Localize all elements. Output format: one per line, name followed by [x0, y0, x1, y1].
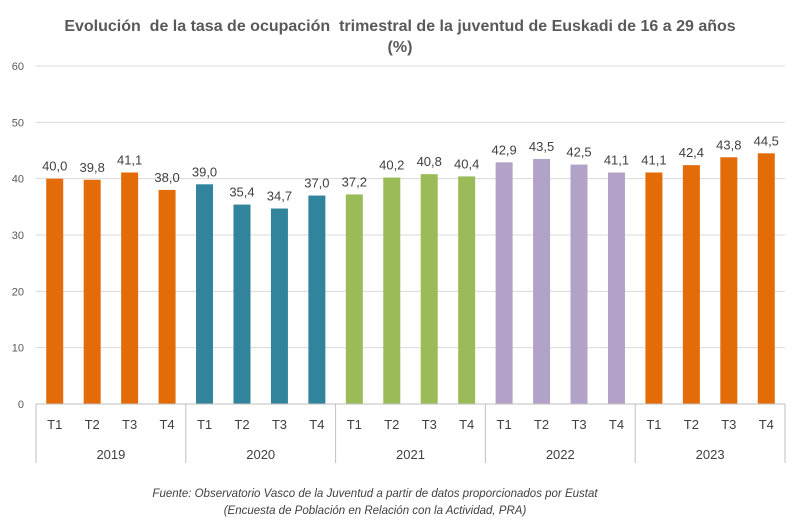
y-tick-label: 10: [12, 343, 24, 355]
bar-2023-T2: [682, 165, 700, 404]
y-tick-label: 50: [12, 117, 24, 129]
quarter-label: T2: [85, 417, 100, 432]
bar-2021-T4: [458, 176, 476, 404]
quarter-label: T2: [234, 417, 249, 432]
data-label: 42,5: [566, 145, 591, 160]
quarter-label: T4: [609, 417, 624, 432]
data-label: 41,1: [604, 152, 629, 167]
bar-2020-T4: [308, 195, 326, 404]
data-label: 34,7: [267, 189, 292, 204]
chart-title-line-2: (%): [387, 39, 413, 56]
quarter-label: T3: [272, 417, 287, 432]
bar-2020-T1: [196, 184, 214, 404]
year-label: 2019: [96, 447, 125, 462]
data-label: 38,0: [154, 170, 179, 185]
data-label: 43,5: [529, 139, 554, 154]
bar-2022-T1: [495, 162, 513, 404]
bar-2023-T4: [757, 153, 775, 404]
quarter-label: T3: [571, 417, 586, 432]
bar-2022-T4: [607, 172, 625, 404]
bars: [46, 153, 775, 404]
y-tick-label: 40: [12, 174, 24, 186]
data-label: 42,9: [491, 142, 516, 157]
data-labels: 40,0 39,8 41,1 38,0 39,0 35,4 34,7 37,0 37,2 40,2…: [42, 133, 779, 203]
data-label: 37,0: [304, 176, 329, 191]
y-tick-label: 0: [18, 399, 24, 411]
bar-2019-T4: [158, 189, 176, 404]
bar-chart: 0 10 20 30 40 50 60 40,0 39,8 41,1 38,0 39,0 35,4 34…: [12, 61, 786, 463]
quarter-label: T2: [684, 417, 699, 432]
quarter-label: T2: [534, 417, 549, 432]
data-label: 40,8: [417, 154, 442, 169]
data-label: 39,0: [192, 164, 217, 179]
quarter-label: T4: [459, 417, 474, 432]
bar-2020-T2: [233, 204, 251, 404]
quarter-label: T4: [309, 417, 324, 432]
quarter-label: T4: [159, 417, 174, 432]
source-line-1: Fuente: Observatorio Vasco de la Juventu…: [152, 488, 598, 500]
bar-2023-T3: [720, 157, 738, 404]
chart-title-line-1: Evolución de la tasa de ocupación trimes…: [64, 18, 736, 35]
bar-2022-T2: [533, 158, 551, 404]
data-label: 37,2: [342, 174, 367, 189]
year-label: 2022: [546, 447, 575, 462]
gridlines: [36, 65, 785, 349]
bar-2019-T2: [83, 179, 101, 404]
y-tick-label: 30: [12, 230, 24, 242]
bar-2020-T3: [270, 208, 288, 404]
quarter-label: T3: [122, 417, 137, 432]
source-line-2: (Encuesta de Población en Relación con l…: [223, 505, 527, 517]
data-label: 40,2: [379, 158, 404, 173]
quarter-label: T4: [759, 417, 774, 432]
bar-2019-T1: [46, 178, 64, 404]
x-axis: T1 T2 T3 T4 2019 T1 T2 T3 T4 2020 T1 T2 T3 T4 2021 T1 T2…: [35, 403, 786, 463]
data-label: 41,1: [641, 152, 666, 167]
data-label: 40,4: [454, 156, 479, 171]
quarter-label: T3: [721, 417, 736, 432]
year-label: 2023: [696, 447, 725, 462]
bar-2023-T1: [645, 172, 663, 404]
quarter-label: T1: [197, 417, 212, 432]
y-tick-label: 60: [12, 61, 24, 73]
quarter-label: T1: [47, 417, 62, 432]
bar-2019-T3: [121, 172, 139, 404]
y-axis-ticks: 0 10 20 30 40 50 60: [12, 61, 24, 411]
data-label: 43,8: [716, 137, 741, 152]
data-label: 40,0: [42, 159, 67, 174]
source-note: Fuente: Observatorio Vasco de la Juventu…: [0, 486, 750, 520]
bar-2021-T2: [383, 177, 401, 404]
data-label: 41,1: [117, 152, 142, 167]
bar-2021-T1: [345, 194, 363, 404]
quarter-label: T1: [497, 417, 512, 432]
quarter-label: T3: [422, 417, 437, 432]
data-label: 42,4: [679, 145, 704, 160]
quarter-label: T2: [384, 417, 399, 432]
data-label: 35,4: [229, 185, 254, 200]
bar-2021-T3: [420, 174, 438, 404]
data-label: 39,8: [80, 160, 105, 175]
quarter-label: T1: [347, 417, 362, 432]
chart-title: Evolución de la tasa de ocupación trimes…: [0, 16, 800, 58]
data-label: 44,5: [754, 133, 779, 148]
y-tick-label: 20: [12, 286, 24, 298]
bar-2022-T3: [570, 164, 588, 404]
year-label: 2021: [396, 447, 425, 462]
year-label: 2020: [246, 447, 275, 462]
quarter-label: T1: [646, 417, 661, 432]
